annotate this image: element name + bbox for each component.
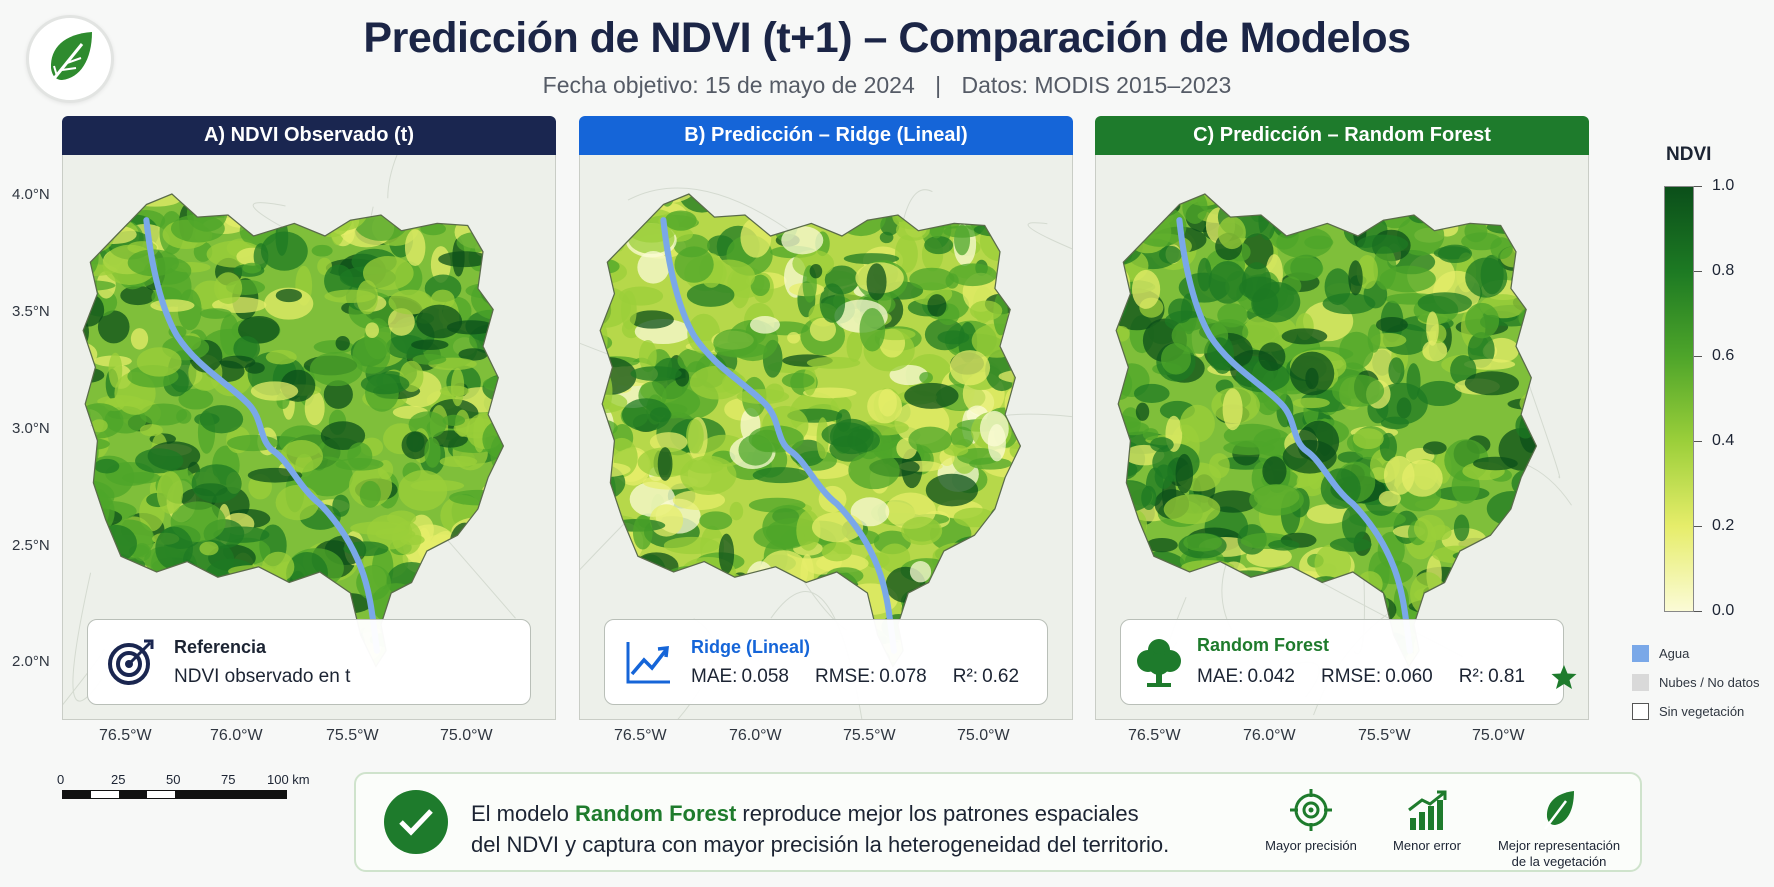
ndvi-map-random-forest[interactable]: Random Forest MAE: 0.042 RMSE: 0.060 R²: 0.…: [1095, 155, 1589, 720]
page-title: Predicción de NDVI (t+1) – Comparación d…: [363, 14, 1411, 62]
lat-tick: 3.0°N: [12, 420, 50, 437]
mae-metric: MAE: 0.058: [691, 665, 789, 687]
reference-box: Referencia NDVI observado en t: [87, 619, 531, 705]
subtitle-separator: |: [935, 72, 942, 98]
legend-swatch: [1632, 645, 1649, 662]
page-subtitle: Fecha objetivo: 15 de mayo de 2024 | Dat…: [0, 72, 1774, 99]
lon-tick: 76.0°W: [210, 727, 263, 744]
ridge-metrics-box: Ridge (Lineal) MAE: 0.058 RMSE: 0.078 R²: 0…: [604, 619, 1048, 705]
metrics-row: MAE: 0.058 RMSE: 0.078 R²: 0.62: [691, 666, 1019, 688]
colorbar-tick: 0.0: [1712, 602, 1735, 619]
leaf-icon: [1486, 788, 1632, 832]
colorbar-tick: 1.0: [1712, 177, 1735, 194]
lat-tick: 2.0°N: [12, 653, 50, 670]
lon-tick: 76.5°W: [614, 727, 667, 744]
feature-label: de la vegetación: [1511, 854, 1607, 869]
tree-icon: [1135, 633, 1183, 691]
lon-tick: 75.5°W: [1358, 727, 1411, 744]
box-title: Referencia: [174, 636, 267, 657]
scale-bar: [62, 790, 287, 799]
data-source: Datos: MODIS 2015–2023: [961, 72, 1232, 98]
conclusion-text: El modelo Random Forest reproduce mejor …: [471, 801, 1170, 857]
star-icon: [1551, 664, 1577, 689]
legend-label: Agua: [1659, 646, 1690, 661]
line-chart-icon: [619, 633, 677, 691]
colorbar-tick: 0.2: [1712, 517, 1735, 534]
colorbar-tick-mark: [1694, 186, 1702, 187]
rf-metrics-box: Random Forest MAE: 0.042 RMSE: 0.060 R²: 0.…: [1120, 619, 1577, 705]
feature-precision: Mayor precisión: [1256, 788, 1366, 854]
lon-tick: 75.5°W: [843, 727, 896, 744]
scale-tick: 50: [166, 772, 181, 787]
panel-header: A) NDVI Observado (t): [62, 116, 556, 155]
check-icon: [384, 790, 448, 854]
lon-tick: 76.0°W: [729, 727, 782, 744]
mae-metric: MAE: 0.042: [1197, 665, 1295, 687]
lon-tick: 76.0°W: [1243, 727, 1296, 744]
lon-tick: 76.5°W: [99, 727, 152, 744]
feature-label: Mayor precisión: [1265, 838, 1357, 853]
r2-metric: R²: 0.62: [952, 665, 1020, 687]
box-subtitle: NDVI observado en t: [174, 665, 351, 687]
feature-error: Menor error: [1382, 788, 1472, 854]
scale-tick: 0: [57, 772, 65, 787]
leaf-icon: [46, 32, 92, 87]
colorbar-title: NDVI: [1666, 144, 1712, 165]
rmse-metric: RMSE: 0.078: [815, 665, 927, 687]
colorbar-tick-mark: [1694, 356, 1702, 357]
panel-random-forest: C) Predicción – Random Forest Random For…: [1095, 116, 1589, 720]
scale-tick: 25: [111, 772, 126, 787]
r2-metric: R²: 0.81: [1458, 665, 1526, 687]
colorbar-tick-mark: [1694, 526, 1702, 527]
legend-item-no-vegetation: Sin vegetación: [1632, 703, 1744, 720]
legend-label: Sin vegetación: [1659, 704, 1745, 719]
colorbar-tick-mark: [1694, 441, 1702, 442]
panel-header: B) Predicción – Ridge (Lineal): [579, 116, 1073, 155]
colorbar-tick: 0.6: [1712, 347, 1735, 364]
colorbar-tick: 0.8: [1712, 262, 1735, 279]
legend-item-water: Agua: [1632, 645, 1689, 662]
logo: [26, 15, 114, 103]
box-title: Ridge (Lineal): [691, 636, 811, 657]
metrics-row: MAE: 0.042 RMSE: 0.060 R²: 0.81: [1197, 664, 1577, 690]
ndvi-map-observed[interactable]: Referencia NDVI observado en t: [62, 155, 556, 720]
panel-observed: A) NDVI Observado (t) Referencia NDVI ob…: [62, 116, 556, 720]
lat-tick: 4.0°N: [12, 186, 50, 203]
feature-label: Mejor representación: [1497, 838, 1621, 853]
box-title: Random Forest: [1197, 634, 1330, 655]
lon-tick: 75.0°W: [440, 727, 493, 744]
colorbar-tick-mark: [1694, 271, 1702, 272]
panel-ridge: B) Predicción – Ridge (Lineal) Ridge (Li…: [579, 116, 1073, 720]
feature-vegetation: Mejor representación de la vegetación: [1486, 788, 1632, 870]
target-date: Fecha objetivo: 15 de mayo de 2024: [542, 72, 915, 98]
rmse-metric: RMSE: 0.060: [1321, 665, 1433, 687]
ndvi-map-ridge[interactable]: Ridge (Lineal) MAE: 0.058 RMSE: 0.078 R²: 0…: [579, 155, 1073, 720]
scale-tick: 75: [221, 772, 236, 787]
lat-tick: 2.5°N: [12, 537, 50, 554]
legend-swatch: [1632, 674, 1649, 691]
lon-tick: 76.5°W: [1128, 727, 1181, 744]
target-icon: [102, 633, 160, 691]
conclusion-banner: El modelo Random Forest reproduce mejor …: [354, 772, 1642, 872]
ndvi-colorbar: [1664, 186, 1694, 612]
scale-tick: 100 km: [267, 772, 310, 787]
panel-header: C) Predicción – Random Forest: [1095, 116, 1589, 155]
legend-label: Nubes / No datos: [1659, 675, 1760, 690]
colorbar-tick: 0.4: [1712, 432, 1735, 449]
colorbar-tick-mark: [1694, 611, 1702, 612]
bar-chart-up-icon: [1382, 788, 1472, 832]
lon-tick: 75.0°W: [1472, 727, 1525, 744]
lat-tick: 3.5°N: [12, 303, 50, 320]
crosshair-icon: [1256, 788, 1366, 832]
legend-item-clouds: Nubes / No datos: [1632, 674, 1759, 691]
feature-label: Menor error: [1393, 838, 1461, 853]
lon-tick: 75.5°W: [326, 727, 379, 744]
ndvi-map-graphic: [63, 155, 516, 706]
lon-tick: 75.0°W: [957, 727, 1010, 744]
legend-swatch: [1632, 703, 1649, 720]
